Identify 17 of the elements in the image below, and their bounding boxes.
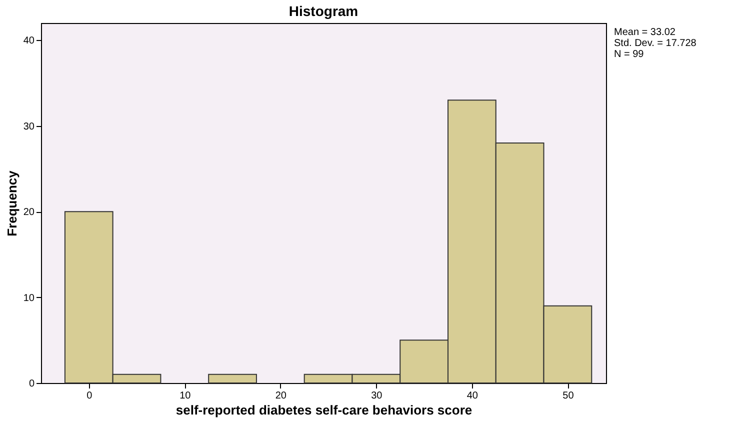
text: Std. Dev. = 17.728	[614, 38, 697, 49]
y-tick-label: 40	[23, 36, 35, 47]
text: Mean = 33.02	[614, 27, 676, 38]
text: N = 99	[614, 48, 644, 60]
x-axis-title: self-reported diabetes self-care behaviors score	[176, 402, 472, 418]
y-axis-title: Frequency	[4, 170, 20, 236]
y-tick-label: 0	[28, 378, 35, 390]
x-tick-label: 50	[562, 390, 574, 402]
x-tick-label: 40	[466, 390, 478, 402]
chart-title: Histogram	[288, 3, 358, 19]
y-tick-label: 30	[23, 121, 35, 132]
x-tick-label: 0	[86, 390, 93, 402]
y-tick-label: 10	[23, 292, 35, 304]
x-tick-label: 10	[180, 390, 192, 402]
x-tick-label: 30	[371, 390, 383, 402]
y-tick-label: 20	[23, 207, 35, 218]
x-tick-label: 20	[275, 390, 287, 402]
